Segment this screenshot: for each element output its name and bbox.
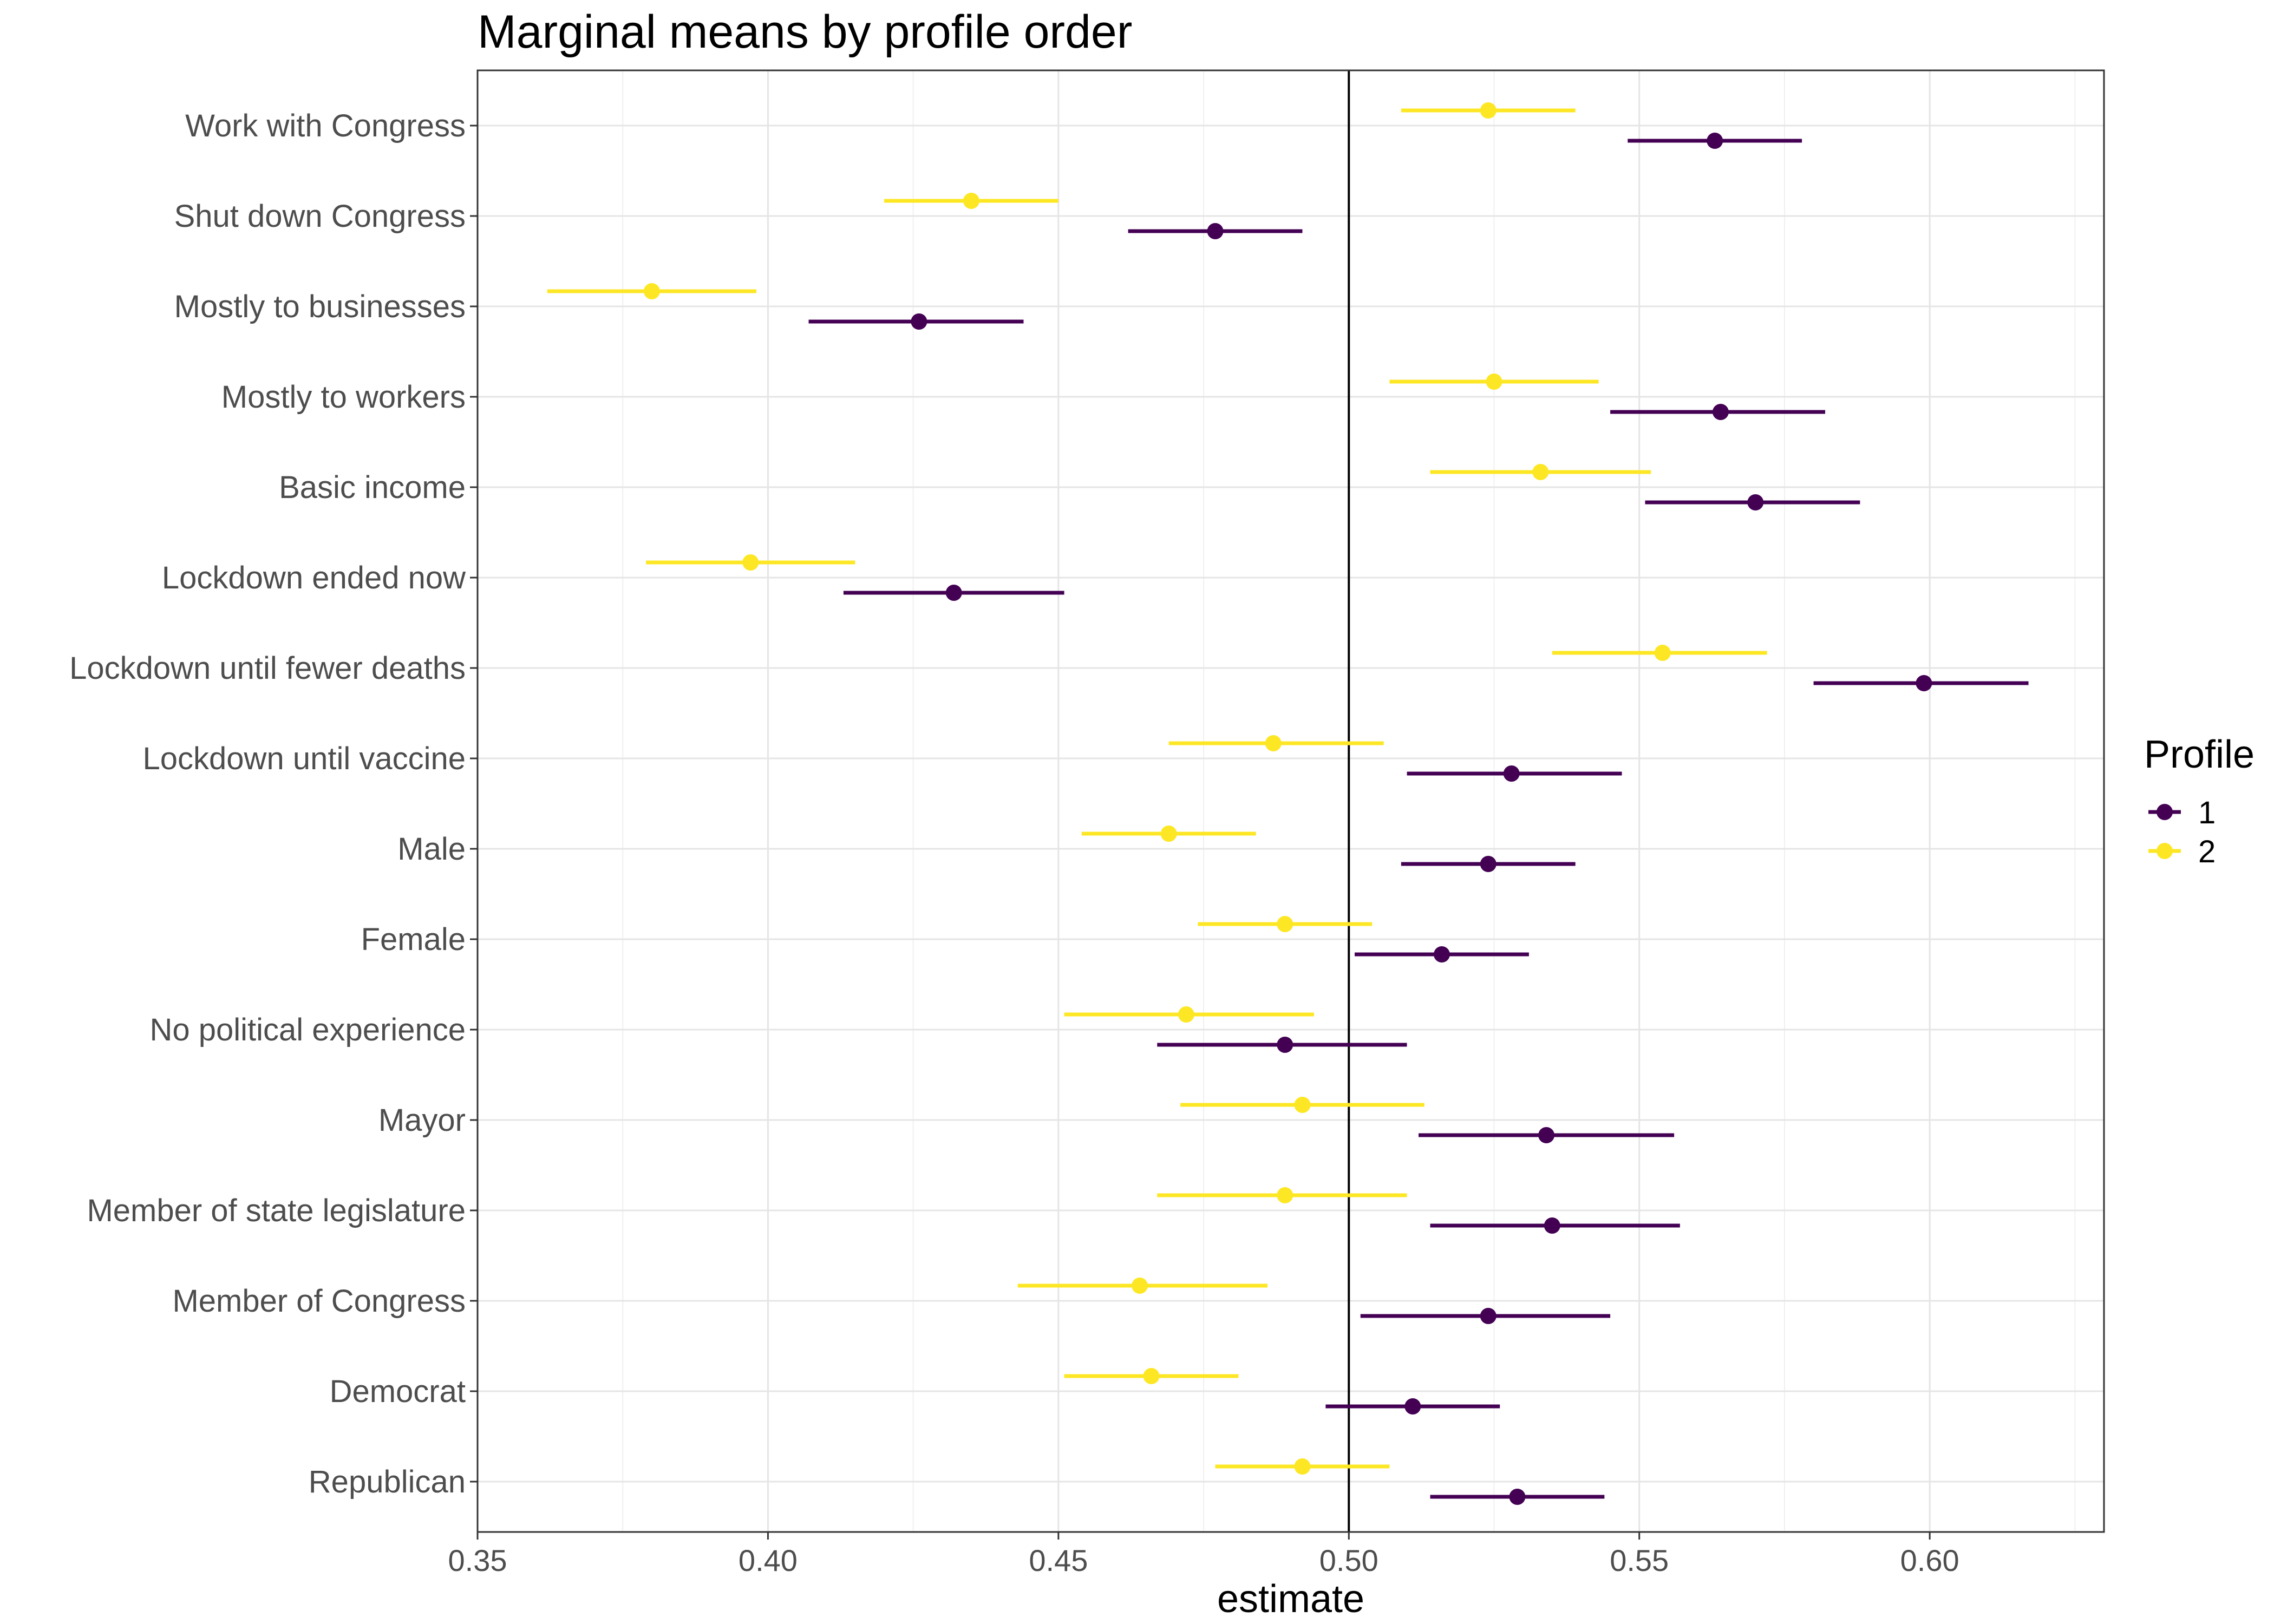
y-tick-label: Democrat [330,1374,466,1409]
y-tick-label: Lockdown ended now [162,560,466,595]
legend-item-series-1: 1 [2148,795,2216,830]
point-series-1 [1404,1398,1421,1415]
legend-key-point-series-2 [2157,843,2173,859]
x-axis: 0.35 0.40 0.45 0.50 0.55 0.60 [448,1532,1959,1577]
point-series-2 [1178,1006,1194,1023]
y-tick-label: Member of Congress [172,1284,466,1319]
x-axis-title: estimate [1217,1577,1364,1621]
legend-label-series-1: 1 [2198,795,2216,830]
chart-title: Marginal means by profile order [478,6,1132,58]
plot-border [476,69,2105,1533]
point-series-1 [911,313,927,330]
point-series-1 [1538,1127,1555,1143]
point-series-2 [742,554,759,571]
point-series-2 [1132,1278,1148,1294]
point-series-2 [1294,1458,1311,1475]
point-series-2 [1143,1368,1160,1384]
y-tick-label: Member of state legislature [87,1193,466,1228]
x-tick-label: 0.50 [1319,1543,1378,1577]
point-series-1 [1480,1308,1497,1324]
x-tick-label: 0.60 [1900,1543,1959,1577]
point-series-1 [1707,133,1723,149]
point-series-2 [1277,1187,1293,1203]
point-series-2 [1294,1097,1311,1113]
y-axis: Work with Congress Shut down Congress Most… [69,108,478,1499]
x-tick-label: 0.40 [739,1543,798,1577]
y-tick-label: Mayor [378,1103,466,1138]
y-tick-label: Lockdown until vaccine [143,741,466,776]
x-tick-label: 0.55 [1610,1543,1669,1577]
legend-label-series-2: 2 [2198,834,2216,869]
y-tick-label: Male [397,831,466,867]
plot-background [478,70,2104,1532]
legend: Profile 1 2 [2144,733,2255,869]
y-tick-label: Republican [309,1464,466,1499]
point-series-2 [643,283,660,299]
point-series-2 [1654,645,1671,661]
point-series-2 [1486,374,1502,390]
data-marks [547,102,2029,1505]
point-series-1 [1207,223,1224,239]
point-series-1 [1916,675,1932,691]
y-tick-label: Mostly to businesses [174,289,466,324]
point-series-1 [1503,765,1520,782]
point-series-2 [1532,464,1549,480]
x-tick-label: 0.45 [1029,1543,1088,1577]
point-series-1 [1277,1037,1293,1053]
point-series-1 [1747,494,1764,510]
point-series-2 [1480,102,1497,119]
point-series-1 [1509,1489,1526,1505]
point-series-1 [945,585,962,601]
point-series-2 [963,193,979,209]
point-series-1 [1712,404,1729,420]
y-tick-label: No political experience [149,1012,466,1047]
y-tick-label: Female [361,922,466,957]
y-tick-label: Mostly to workers [221,379,466,415]
point-series-2 [1160,826,1177,842]
point-series-1 [1544,1217,1560,1234]
legend-item-series-2: 2 [2148,834,2216,869]
point-series-2 [1265,735,1282,751]
legend-key-point-series-1 [2157,804,2173,820]
point-series-1 [1433,946,1450,962]
point-series-2 [1277,916,1293,932]
y-tick-label: Shut down Congress [174,199,466,234]
point-series-1 [1480,856,1497,872]
y-tick-label: Basic income [279,470,466,505]
x-tick-label: 0.35 [448,1543,507,1577]
y-tick-label: Lockdown until fewer deaths [69,651,466,686]
legend-title: Profile [2144,733,2255,776]
y-tick-label: Work with Congress [185,108,466,143]
